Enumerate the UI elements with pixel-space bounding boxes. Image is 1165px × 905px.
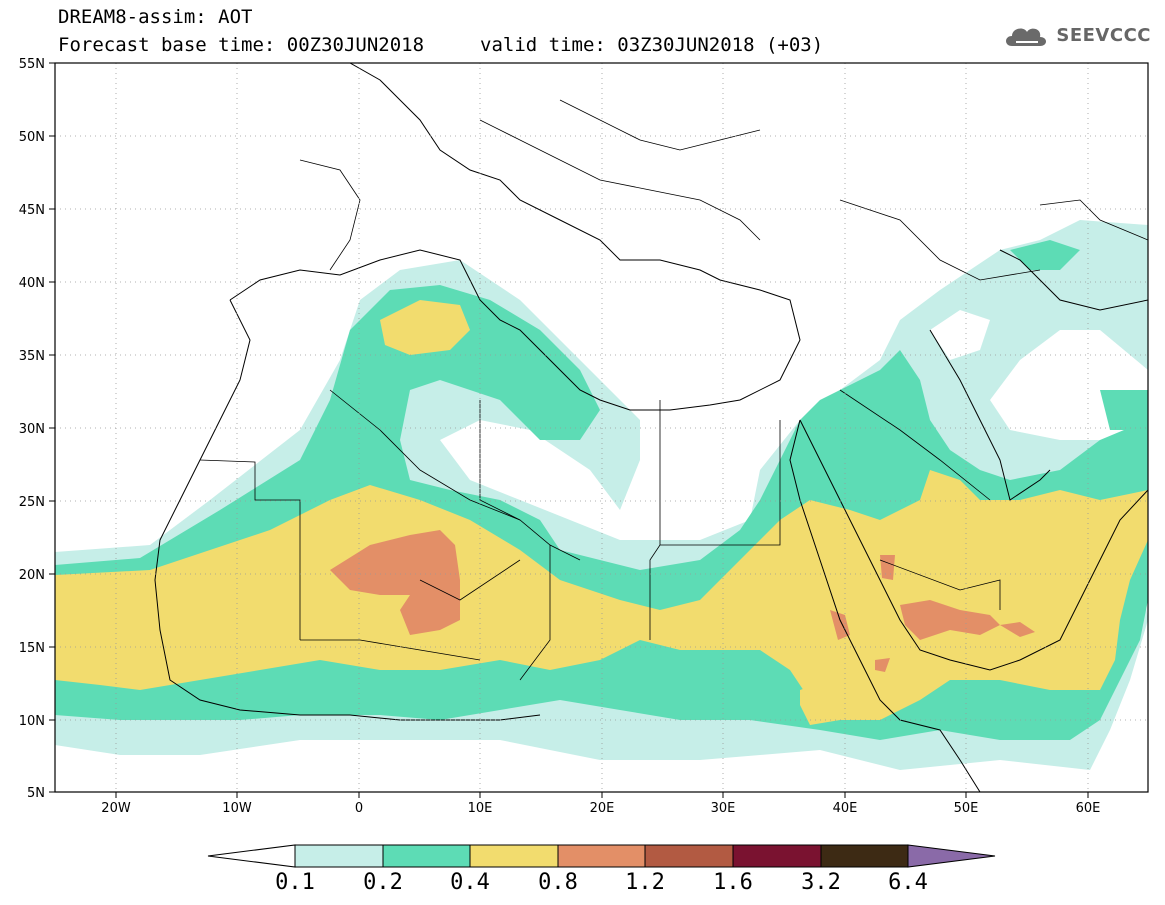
legend-label: 6.4 <box>888 870 928 895</box>
legend-swatch <box>557 844 646 868</box>
lat-label: 15N <box>19 641 45 656</box>
lon-label: 20E <box>590 801 615 816</box>
legend-swatch <box>469 844 559 868</box>
color-legend <box>207 844 996 868</box>
coastlines <box>154 63 1148 792</box>
longitude-labels: 20W 10W 0 10E 20E 30E 40E 50E 60E <box>101 801 1100 816</box>
logo-text: SEEVCCC <box>1056 24 1151 46</box>
legend-label: 3.2 <box>801 870 841 895</box>
lat-label: 5N <box>27 786 45 801</box>
legend-swatch <box>732 844 822 868</box>
lon-label: 10E <box>468 801 493 816</box>
legend-swatch <box>382 844 471 868</box>
lon-label: 30E <box>711 801 736 816</box>
country-borders <box>199 99 1148 681</box>
lat-label: 40N <box>19 276 45 291</box>
lat-label: 55N <box>19 57 45 72</box>
aot-band-0.4-0.8 <box>55 300 1148 725</box>
tick-marks <box>49 62 1089 798</box>
lat-label: 50N <box>19 130 45 145</box>
legend-label: 0.1 <box>275 870 315 895</box>
legend-swatch <box>907 844 996 868</box>
legend-swatch <box>207 844 296 868</box>
lat-label: 30N <box>19 422 45 437</box>
valid-time: valid time: 03Z30JUN2018 (+03) <box>480 34 824 56</box>
legend-label: 0.8 <box>538 870 578 895</box>
cloud-icon <box>1006 28 1047 46</box>
lon-label: 50E <box>954 801 979 816</box>
lon-label: 10W <box>222 801 252 816</box>
lat-label: 10N <box>19 714 45 729</box>
lon-label: 40E <box>833 801 858 816</box>
lon-label: 20W <box>101 801 131 816</box>
lat-label: 20N <box>19 568 45 583</box>
legend-swatch <box>294 844 384 868</box>
map-title: DREAM8-assim: AOT <box>58 6 253 28</box>
lat-label: 45N <box>19 203 45 218</box>
legend-label: 0.2 <box>363 870 403 895</box>
aot-band-0.8-1.2 <box>330 530 1035 672</box>
gridlines <box>55 63 1148 792</box>
legend-label: 0.4 <box>450 870 490 895</box>
lat-label: 25N <box>19 495 45 510</box>
forecast-base-time: Forecast base time: 00Z30JUN2018 <box>58 34 425 56</box>
lon-label: 0 <box>355 801 363 816</box>
legend-label: 1.6 <box>713 870 753 895</box>
lat-label: 35N <box>19 349 45 364</box>
latitude-labels: 55N 50N 45N 40N 35N 30N 25N 20N 15N 10N … <box>19 57 45 801</box>
lon-label: 60E <box>1076 801 1101 816</box>
legend-labels: 0.1 0.2 0.4 0.8 1.2 1.6 3.2 6.4 <box>0 870 1165 898</box>
legend-swatch <box>644 844 734 868</box>
legend-swatch <box>820 844 909 868</box>
seevccc-logo: SEEVCCC <box>1002 20 1151 50</box>
legend-label: 1.2 <box>625 870 665 895</box>
